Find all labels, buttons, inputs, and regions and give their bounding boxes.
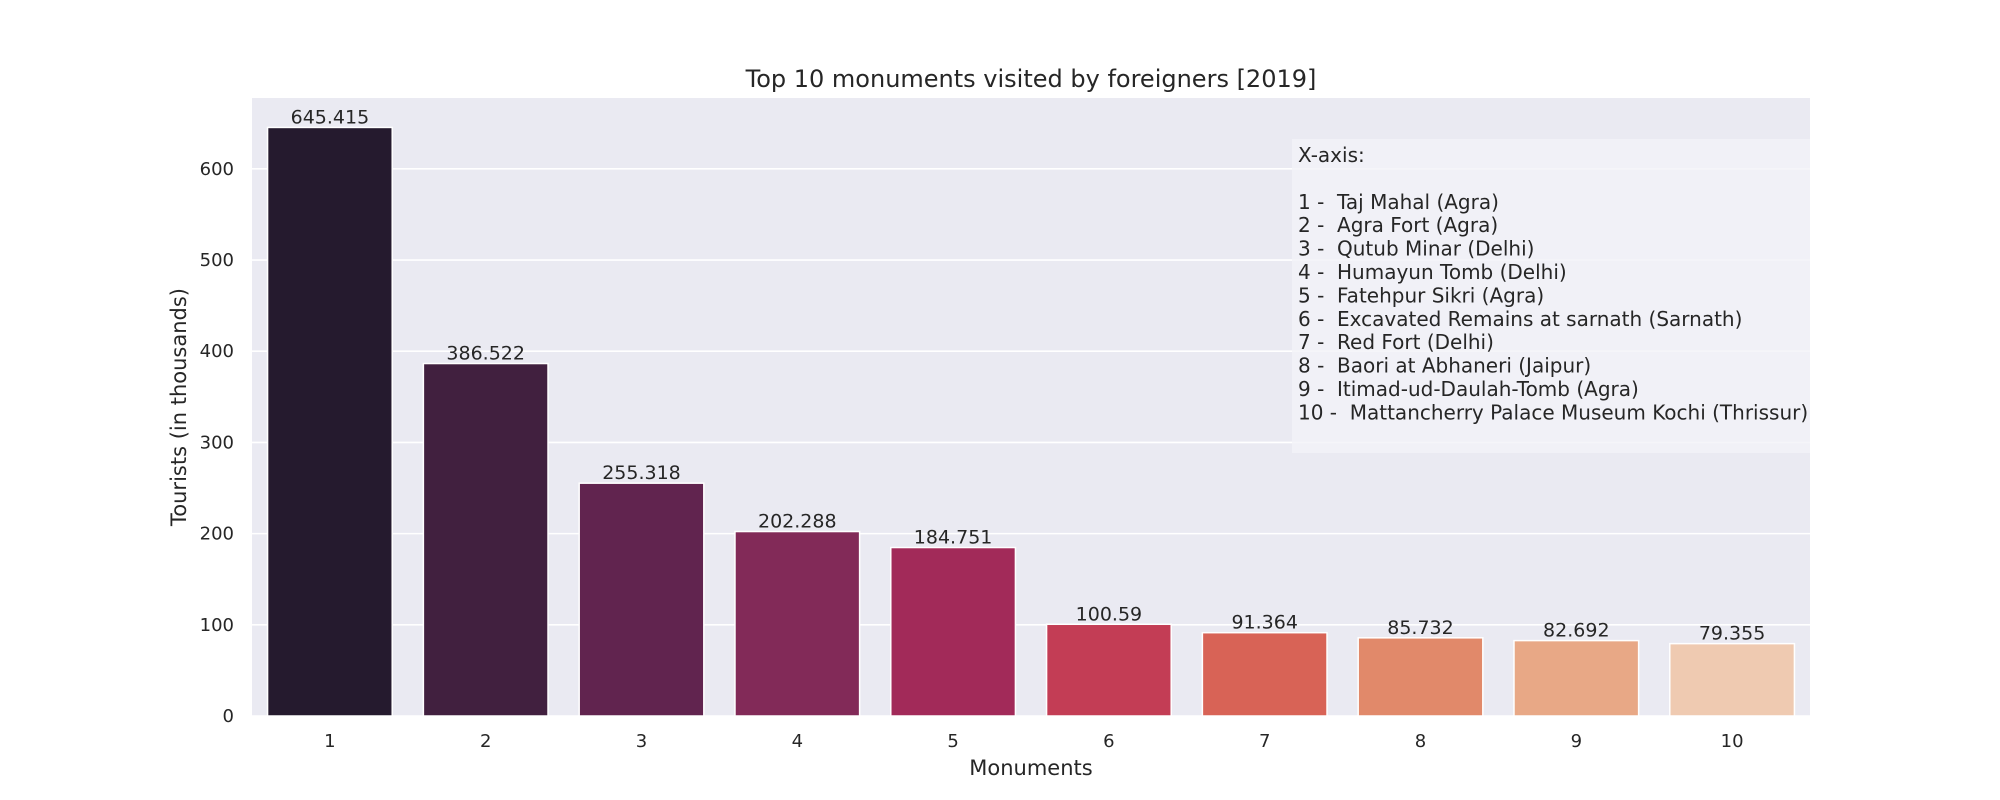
bar [890, 546, 1017, 717]
x-tick-labels: 1 2 3 4 5 6 7 8 9 10 [324, 731, 1743, 752]
annotation-background [1292, 139, 1810, 453]
annotation-line: 7 - Red Fort (Delhi) [1298, 330, 1494, 354]
chart-title: Top 10 monuments visited by foreigners [… [745, 65, 1317, 93]
bar [1357, 637, 1484, 717]
x-tick-label: 4 [792, 731, 803, 752]
x-tick-label: 1 [324, 731, 335, 752]
bar-value-label: 645.415 [291, 106, 370, 128]
x-tick-label: 2 [480, 731, 491, 752]
bar [1513, 639, 1640, 717]
x-tick-label: 10 [1721, 731, 1744, 752]
annotation-line: 9 - Itimad-ud-Daulah-Tomb (Agra) [1298, 377, 1639, 401]
annotation-line: 6 - Excavated Remains at sarnath (Sarnat… [1298, 307, 1742, 331]
bar [1669, 642, 1796, 717]
annotation-line: 1 - Taj Mahal (Agra) [1298, 190, 1499, 214]
x-tick-label: 6 [1103, 731, 1114, 752]
bar-value-label: 100.59 [1076, 603, 1142, 625]
x-tick-label: 9 [1571, 731, 1582, 752]
bar-value-label: 79.355 [1699, 623, 1765, 645]
y-tick-labels: 0 100 200 300 400 500 600 [200, 159, 234, 727]
annotation-line: 5 - Fatehpur Sikri (Agra) [1298, 283, 1544, 307]
y-tick-label: 0 [223, 706, 234, 727]
bar-value-labels: 645.415 386.522 255.318 202.288 184.751 100.5… [291, 106, 1766, 644]
annotation-line: 2 - Agra Fort (Agra) [1298, 213, 1498, 237]
bar [422, 362, 549, 717]
bar-value-label: 386.522 [446, 343, 525, 365]
y-tick-label: 200 [200, 524, 234, 545]
bar-value-label: 85.732 [1387, 617, 1453, 639]
y-tick-label: 500 [200, 250, 234, 271]
x-tick-label: 7 [1259, 731, 1270, 752]
y-tick-label: 100 [200, 615, 234, 636]
x-tick-label: 5 [947, 731, 958, 752]
x-tick-label: 8 [1415, 731, 1426, 752]
y-axis-label: Tourists (in thousands) [167, 288, 191, 527]
annotation-box: X-axis: 1 - Taj Mahal (Agra)2 - Agra Fort… [1292, 139, 1810, 453]
bar [266, 126, 393, 717]
annotation-line: X-axis: [1298, 143, 1365, 167]
bar [578, 482, 705, 717]
y-tick-label: 600 [200, 159, 234, 180]
y-tick-label: 400 [200, 341, 234, 362]
annotation-line: 10 - Mattancherry Palace Museum Kochi (T… [1298, 400, 1808, 424]
bar [734, 530, 861, 717]
y-tick-label: 300 [200, 432, 234, 453]
annotation-line: 4 - Humayun Tomb (Delhi) [1298, 260, 1567, 284]
bar [1201, 631, 1328, 717]
bar-value-label: 255.318 [602, 462, 681, 484]
annotation-line: 3 - Qutub Minar (Delhi) [1298, 237, 1534, 261]
bars [266, 126, 1796, 717]
bar-value-label: 82.692 [1543, 620, 1609, 642]
annotation-line: 8 - Baori at Abhaneri (Jaipur) [1298, 354, 1591, 378]
bar-value-label: 202.288 [758, 511, 837, 533]
bar [1045, 623, 1172, 717]
x-tick-label: 3 [636, 731, 647, 752]
bar-value-label: 184.751 [914, 527, 993, 549]
bar-value-label: 91.364 [1231, 612, 1297, 634]
x-axis-label: Monuments [969, 756, 1092, 780]
